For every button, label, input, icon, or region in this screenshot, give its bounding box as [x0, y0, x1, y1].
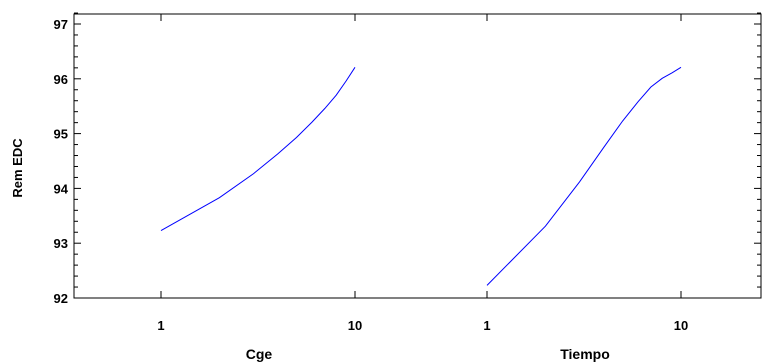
x-tick-label: 10	[348, 318, 362, 333]
y-tick-label: 95	[54, 127, 68, 142]
x-axis-label-cge: Cge	[246, 346, 273, 362]
y-tick-label: 97	[54, 17, 68, 32]
y-tick-label: 92	[54, 291, 68, 306]
y-tick-label: 94	[54, 181, 69, 196]
series-layer	[160, 66, 682, 286]
x-tick-label: 10	[674, 318, 688, 333]
y-tick-label: 93	[54, 236, 68, 251]
y-axis-label: Rem EDC	[10, 138, 25, 198]
series-line-cge	[160, 67, 356, 232]
y-axis: 92 93 94 95 96 97	[54, 12, 761, 306]
y-tick-label: 96	[54, 72, 68, 87]
x-tick-label: 1	[483, 318, 490, 333]
plot-frame	[73, 13, 762, 299]
x-axis: 1 10 1 10	[157, 14, 688, 333]
series-line-tiempo	[486, 66, 682, 286]
x-tick-label: 1	[157, 318, 164, 333]
x-axis-label-tiempo: Tiempo	[560, 346, 610, 362]
